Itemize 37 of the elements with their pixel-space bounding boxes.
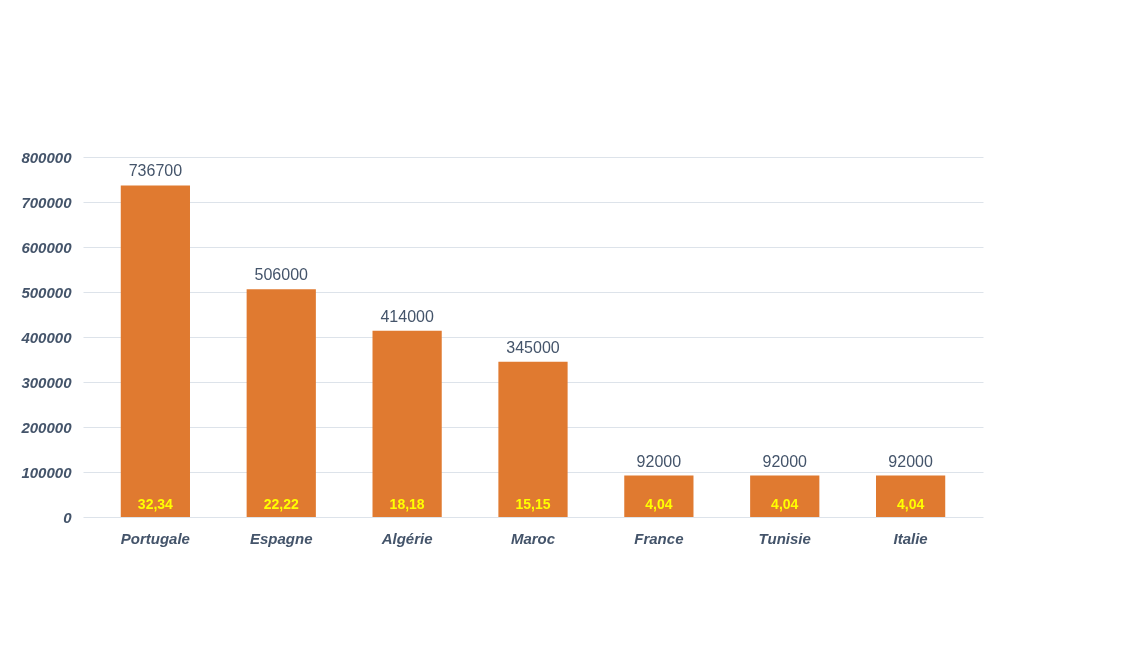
annotation: 15,15 — [515, 496, 551, 512]
data-label: 345000 — [506, 338, 560, 356]
y-tick-label: 100000 — [21, 463, 73, 481]
bar — [498, 361, 568, 517]
data-label: 414000 — [380, 307, 434, 325]
x-tick-label: Portugale — [120, 529, 190, 547]
data-label: 736700 — [128, 162, 183, 180]
y-tick-label: 500000 — [21, 283, 73, 301]
x-tick-label: Italie — [893, 529, 928, 547]
y-tick-label: 0 — [63, 508, 73, 526]
x-tick-label: Espagne — [249, 529, 313, 547]
data-label: 92000 — [636, 452, 682, 470]
bar — [624, 475, 694, 517]
y-tick-label: 200000 — [20, 418, 73, 436]
bar — [876, 475, 946, 517]
bar — [372, 330, 442, 517]
y-tick-label: 400000 — [20, 328, 73, 346]
y-tick-label: 300000 — [21, 373, 73, 391]
y-tick-label: 600000 — [21, 238, 73, 256]
bar — [246, 289, 316, 517]
data-label: 92000 — [762, 452, 808, 470]
x-tick-label: Algérie — [380, 529, 433, 547]
y-tick-label: 700000 — [21, 193, 73, 211]
annotation: 22,22 — [263, 496, 299, 512]
data-label: 92000 — [888, 452, 933, 470]
annotation: 4,04 — [771, 496, 799, 512]
bar — [120, 185, 190, 517]
y-tick-label: 800000 — [21, 148, 73, 166]
x-tick-label: Maroc — [510, 529, 556, 547]
bar — [750, 475, 820, 517]
annotation: 32,34 — [137, 496, 174, 512]
annotation: 4,04 — [897, 496, 925, 512]
annotation: 4,04 — [645, 496, 673, 512]
annotation: 18,18 — [389, 496, 425, 512]
x-tick-label: France — [634, 529, 684, 547]
data-label: 506000 — [254, 266, 309, 284]
x-tick-label: Tunisie — [758, 529, 811, 547]
